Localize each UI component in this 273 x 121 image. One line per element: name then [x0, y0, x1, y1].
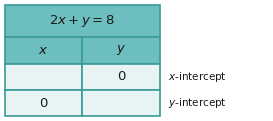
FancyBboxPatch shape	[82, 37, 160, 64]
FancyBboxPatch shape	[82, 64, 160, 90]
FancyBboxPatch shape	[5, 90, 82, 116]
FancyBboxPatch shape	[5, 64, 82, 90]
Text: $x$-intercept: $x$-intercept	[168, 70, 227, 84]
FancyBboxPatch shape	[5, 5, 160, 37]
Text: $2x + y = 8$: $2x + y = 8$	[49, 13, 115, 29]
Text: $y$: $y$	[116, 43, 126, 57]
FancyBboxPatch shape	[82, 90, 160, 116]
Text: $x$: $x$	[38, 44, 49, 57]
Text: 0: 0	[117, 70, 125, 83]
Text: $y$-intercept: $y$-intercept	[168, 96, 227, 110]
FancyBboxPatch shape	[5, 37, 82, 64]
Text: 0: 0	[39, 97, 48, 110]
